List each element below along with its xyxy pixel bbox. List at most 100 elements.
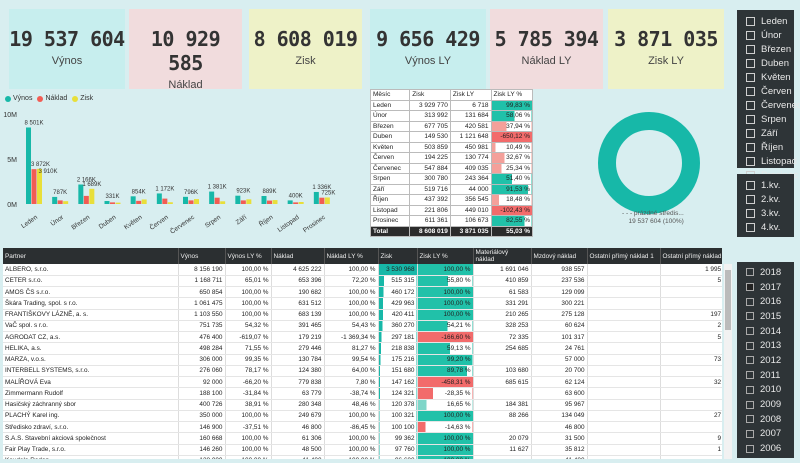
table-row[interactable]: Fair Play Trade, s.r.o. 146 260 100,00 % 48… [3, 444, 722, 456]
bar-zisk[interactable] [324, 197, 330, 204]
checkbox-icon[interactable] [746, 208, 755, 218]
table-row[interactable]: AGRODAT CZ, a.s. 476 400 -619,07 % 179 219-… [3, 331, 722, 344]
quarter-slicer-item[interactable]: 3.kv. [737, 206, 794, 220]
month-slicer-item[interactable]: Duben [737, 56, 794, 70]
table-row[interactable]: Zimmermann Rudolf 188 100 -31,84 % 63 779 -3… [3, 387, 722, 400]
bar-náklad[interactable] [319, 197, 325, 204]
bar-zisk[interactable] [272, 200, 278, 204]
table-row[interactable]: Hasičský záchranný sbor 400 726 38,91 % 280… [3, 399, 722, 411]
column-header[interactable]: Zisk LY % [417, 248, 474, 264]
checkbox-icon[interactable] [746, 86, 755, 96]
table-scrollbar[interactable] [724, 264, 732, 459]
bar-výnos[interactable] [78, 184, 84, 204]
bar-výnos[interactable] [235, 195, 241, 204]
table-row[interactable]: Září 519 716 44 000 91,53 % [369, 183, 534, 195]
bar-náklad[interactable] [83, 195, 89, 204]
bar-náklad[interactable] [188, 200, 194, 204]
bar-zisk[interactable] [194, 199, 199, 204]
table-row[interactable]: AMOS ČS s.r.o. 650 854 100,00 % 190 682 100,… [3, 286, 722, 299]
legend-item-naklad[interactable]: Náklad [37, 95, 67, 102]
table-row[interactable]: Květen 503 859 450 981 10,49 % [369, 141, 534, 153]
bar-výnos[interactable] [52, 196, 58, 204]
column-header[interactable]: Materiálový náklad [473, 248, 532, 264]
table-row[interactable]: Únor 313 992 131 684 58,06 % [369, 110, 534, 122]
column-header[interactable]: Zisk [378, 248, 418, 264]
bar-náklad[interactable] [57, 200, 63, 204]
bar-zisk[interactable] [167, 202, 173, 204]
table-row[interactable]: Listopad 221 806 449 010 -102,43 % [369, 204, 534, 216]
month-slicer-item[interactable]: Říjen [737, 140, 794, 154]
table-row[interactable]: ALBERO, s.r.o. 8 156 190 100,00 % 4 625 222… [3, 264, 722, 276]
year-slicer-item[interactable]: 2012 [737, 353, 794, 368]
column-header[interactable]: Měsíc [369, 89, 411, 101]
monthly-bar-chart[interactable]: 0M 5M 10M 8 501K Leden 787K Únor 2 166K Březen 33… [0, 104, 362, 246]
bar-zisk[interactable] [298, 202, 304, 204]
table-row[interactable]: Červen 194 225 130 774 32,67 % [369, 152, 534, 164]
column-header[interactable]: Výnos [178, 248, 226, 264]
checkbox-icon[interactable] [746, 327, 754, 336]
month-slicer-item[interactable]: Červenec [737, 98, 800, 112]
table-row[interactable]: Prosinec 611 361 106 673 82,55 % [369, 215, 534, 227]
bar-zisk[interactable] [37, 168, 42, 204]
bar-náklad[interactable] [240, 200, 246, 204]
year-slicer-item[interactable]: 2009 [737, 397, 794, 412]
year-slicer-item[interactable]: 2016 [737, 294, 794, 309]
checkbox-icon[interactable] [746, 371, 754, 380]
year-slicer-item[interactable]: 2007 [737, 427, 794, 442]
month-slicer-item[interactable]: Březen [737, 42, 794, 56]
table-row[interactable]: MARZA, v.o.s. 306 000 99,35 % 130 784 99,54 … [3, 354, 722, 366]
checkbox-icon[interactable] [746, 44, 755, 54]
checkbox-icon[interactable] [746, 194, 755, 204]
checkbox-icon[interactable] [746, 180, 755, 190]
table-row[interactable]: CETER s.r.o. 1 168 711 65,01 % 653 396 72,20… [3, 275, 722, 288]
month-slicer-item[interactable]: Srpen [737, 112, 794, 126]
table-row[interactable]: FRANTIŠKOVY LÁZNĚ, a. s. 1 103 550 100,00 … [3, 309, 722, 321]
checkbox-icon[interactable] [746, 72, 755, 82]
checkbox-icon[interactable] [746, 283, 754, 292]
table-row[interactable]: Škára Trading, spol. s r.o. 1 061 475 100,… [3, 297, 722, 310]
bar-výnos[interactable] [26, 127, 31, 204]
column-header[interactable]: Zisk LY % [490, 89, 534, 101]
table-row[interactable]: PLACHÝ Karel ing. 350 000 100,00 % 249 679 1… [3, 410, 722, 423]
year-slicer-item[interactable]: 2008 [737, 412, 794, 427]
table-row[interactable]: Středisko zdraví, s.r.o. 146 900 -37,51 % 4… [3, 421, 722, 434]
year-slicer-item[interactable]: 2013 [737, 338, 794, 353]
bar-náklad[interactable] [136, 200, 142, 204]
scrollbar-thumb[interactable] [725, 270, 731, 330]
checkbox-icon[interactable] [746, 128, 755, 138]
bar-zisk[interactable] [89, 188, 95, 204]
year-slicer-item[interactable]: 2010 [737, 383, 794, 398]
checkbox-icon[interactable] [746, 100, 755, 110]
checkbox-icon[interactable] [746, 222, 755, 232]
bar-zisk[interactable] [141, 199, 147, 204]
year-slicer-item[interactable]: 2018 [737, 265, 794, 280]
checkbox-icon[interactable] [746, 356, 754, 365]
checkbox-icon[interactable] [746, 400, 754, 409]
checkbox-icon[interactable] [746, 429, 754, 438]
bar-náklad[interactable] [31, 169, 37, 204]
bar-výnos[interactable] [209, 191, 215, 204]
table-row[interactable]: HELIKA, a.s. 498 284 71,55 % 279 446 81,27 %… [3, 342, 722, 355]
quarter-slicer-item[interactable]: 2.kv. [737, 192, 794, 206]
table-row[interactable]: Leden 3 929 770 6 718 99,83 % [369, 99, 534, 111]
column-header[interactable]: Náklad [271, 248, 325, 264]
table-row[interactable]: Říjen 437 392 356 545 18,48 % [369, 194, 534, 206]
column-header[interactable]: Ostatní přímý náklad 1 [587, 248, 661, 264]
table-row[interactable]: Srpen 300 780 243 364 51,40 % [369, 173, 534, 185]
table-row[interactable]: S.A.S. Stavební akciová společnost 160 66… [3, 432, 722, 445]
legend-item-vynos[interactable]: Výnos [5, 95, 32, 102]
checkbox-icon[interactable] [746, 444, 754, 453]
month-slicer-item[interactable]: Únor [737, 28, 794, 42]
checkbox-icon[interactable] [746, 142, 755, 152]
bar-výnos[interactable] [156, 193, 162, 204]
year-slicer-item[interactable]: 2011 [737, 368, 794, 383]
checkbox-icon[interactable] [746, 114, 755, 124]
table-row[interactable]: INTERBELL SYSTEMS, s.r.o. 276 060 78,17 % 1… [3, 365, 722, 378]
checkbox-icon[interactable] [746, 415, 754, 424]
year-slicer-item[interactable]: 2015 [737, 309, 794, 324]
bar-výnos[interactable] [104, 201, 110, 204]
checkbox-icon[interactable] [746, 297, 754, 306]
bar-náklad[interactable] [293, 202, 299, 204]
donut-chart[interactable] [589, 103, 709, 223]
year-slicer-item[interactable]: 2014 [737, 324, 794, 339]
